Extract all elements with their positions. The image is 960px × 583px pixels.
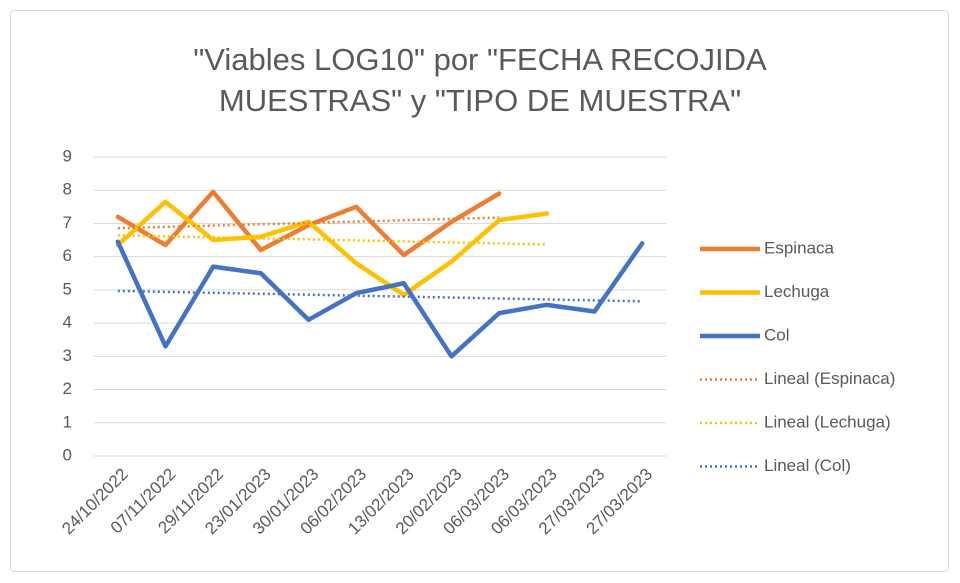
y-tick-label: 4 — [63, 313, 72, 332]
legend-label: Espinaca — [764, 238, 834, 257]
y-tick-label: 0 — [63, 445, 72, 464]
series-line — [115, 239, 645, 359]
series-line — [115, 189, 502, 258]
legend-label: Col — [764, 325, 790, 344]
legend-label: Lineal (Lechuga) — [764, 412, 891, 431]
legend-label: Lineal (Espinaca) — [764, 369, 895, 388]
legend-label: Lechuga — [764, 282, 830, 301]
series-line — [115, 199, 550, 298]
y-tick-label: 6 — [63, 246, 72, 265]
chart-frame — [10, 10, 949, 572]
y-tick-label: 8 — [63, 180, 72, 199]
legend-label: Lineal (Col) — [764, 456, 851, 475]
y-tick-label: 7 — [63, 213, 72, 232]
y-tick-label: 2 — [63, 379, 72, 398]
y-tick-label: 3 — [63, 346, 72, 365]
trendline — [117, 216, 500, 230]
y-tick-label: 5 — [63, 279, 72, 298]
chart-title: MUESTRAS" y "TIPO DE MUESTRA" — [219, 83, 741, 118]
y-tick-label: 1 — [63, 412, 72, 431]
chart-title: "Viables LOG10" por "FECHA RECOJIDA — [193, 42, 767, 77]
trendline — [117, 234, 547, 246]
y-tick-label: 9 — [63, 146, 72, 165]
